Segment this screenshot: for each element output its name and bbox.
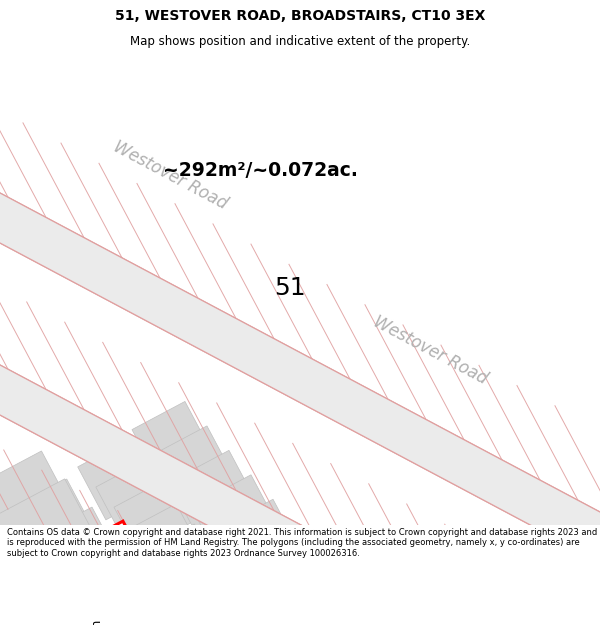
Polygon shape bbox=[5, 479, 104, 582]
Polygon shape bbox=[107, 584, 207, 625]
Polygon shape bbox=[223, 604, 295, 625]
Text: Map shows position and indicative extent of the property.: Map shows position and indicative extent… bbox=[130, 35, 470, 48]
Polygon shape bbox=[150, 524, 223, 601]
Text: ~292m²/~0.072ac.: ~292m²/~0.072ac. bbox=[163, 161, 358, 179]
Polygon shape bbox=[187, 564, 259, 625]
Text: 51: 51 bbox=[274, 276, 306, 300]
Polygon shape bbox=[133, 612, 232, 625]
Polygon shape bbox=[30, 507, 130, 611]
Polygon shape bbox=[0, 182, 600, 572]
Polygon shape bbox=[80, 563, 180, 625]
Polygon shape bbox=[220, 499, 325, 624]
Text: Westover Road: Westover Road bbox=[370, 312, 490, 388]
Polygon shape bbox=[132, 504, 205, 580]
Polygon shape bbox=[77, 443, 150, 520]
Polygon shape bbox=[0, 354, 600, 625]
Text: ~36.0m: ~36.0m bbox=[90, 618, 103, 625]
Polygon shape bbox=[96, 464, 168, 540]
Polygon shape bbox=[154, 426, 259, 551]
Polygon shape bbox=[0, 182, 600, 572]
Polygon shape bbox=[55, 535, 155, 625]
Polygon shape bbox=[205, 584, 277, 625]
Text: Contains OS data © Crown copyright and database right 2021. This information is : Contains OS data © Crown copyright and d… bbox=[7, 528, 598, 558]
Polygon shape bbox=[132, 401, 236, 527]
Text: 51, WESTOVER ROAD, BROADSTAIRS, CT10 3EX: 51, WESTOVER ROAD, BROADSTAIRS, CT10 3EX bbox=[115, 9, 485, 23]
Polygon shape bbox=[169, 544, 241, 621]
Polygon shape bbox=[264, 548, 368, 625]
Polygon shape bbox=[198, 475, 302, 600]
Polygon shape bbox=[0, 451, 79, 554]
Polygon shape bbox=[242, 524, 347, 625]
Polygon shape bbox=[57, 521, 214, 625]
Polygon shape bbox=[0, 479, 107, 614]
Text: Westover Road: Westover Road bbox=[110, 138, 230, 212]
Polygon shape bbox=[0, 354, 600, 625]
Polygon shape bbox=[114, 484, 186, 560]
Polygon shape bbox=[176, 451, 281, 576]
Polygon shape bbox=[286, 572, 391, 625]
